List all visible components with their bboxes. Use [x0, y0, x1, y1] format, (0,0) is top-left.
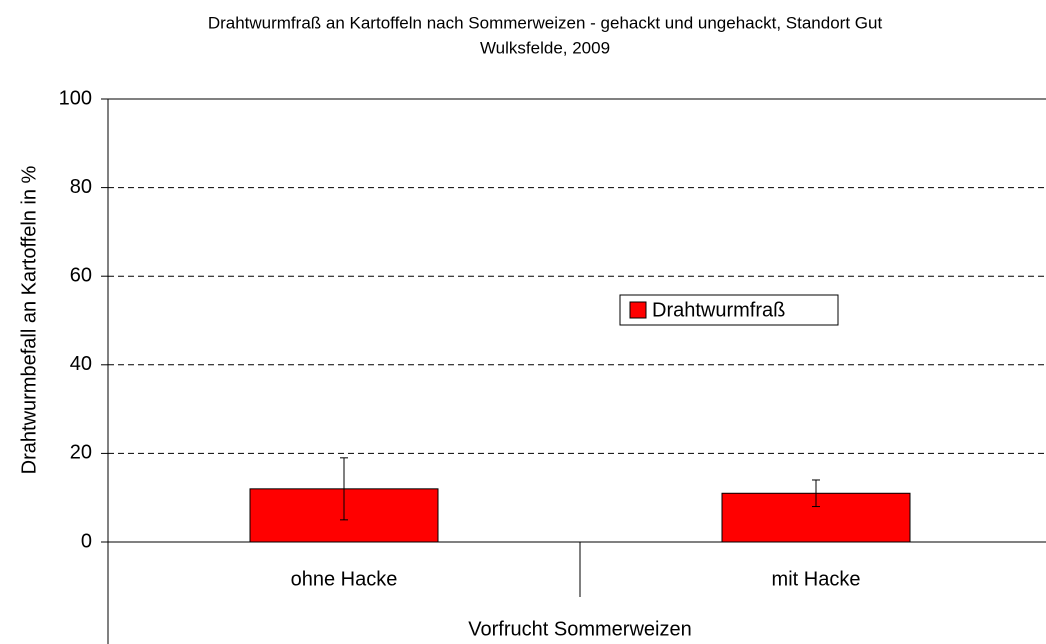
chart-title: Wulksfelde, 2009 — [480, 38, 610, 57]
x-axis-label: Vorfrucht Sommerweizen — [468, 618, 691, 640]
x-tick-label: mit Hacke — [772, 568, 861, 590]
error-bar — [340, 457, 348, 521]
legend-label: Drahtwurmfraß — [652, 299, 785, 321]
y-axis-label: Drahtwurmbefall an Kartoffeln in % — [18, 165, 40, 474]
y-tick-label: 80 — [70, 176, 92, 198]
legend-frame — [619, 294, 839, 326]
y-tick-label: 40 — [70, 353, 92, 375]
error-bar — [812, 479, 820, 508]
legend-swatch — [629, 301, 647, 319]
y-tick-label: 100 — [59, 87, 92, 109]
x-tick-label: ohne Hacke — [291, 568, 398, 590]
y-tick-label: 60 — [70, 264, 92, 286]
y-tick-label: 20 — [70, 442, 92, 464]
bar — [721, 492, 911, 543]
chart-title: Drahtwurmfraß an Kartoffeln nach Sommerw… — [208, 13, 883, 32]
y-tick-label: 0 — [81, 530, 92, 552]
